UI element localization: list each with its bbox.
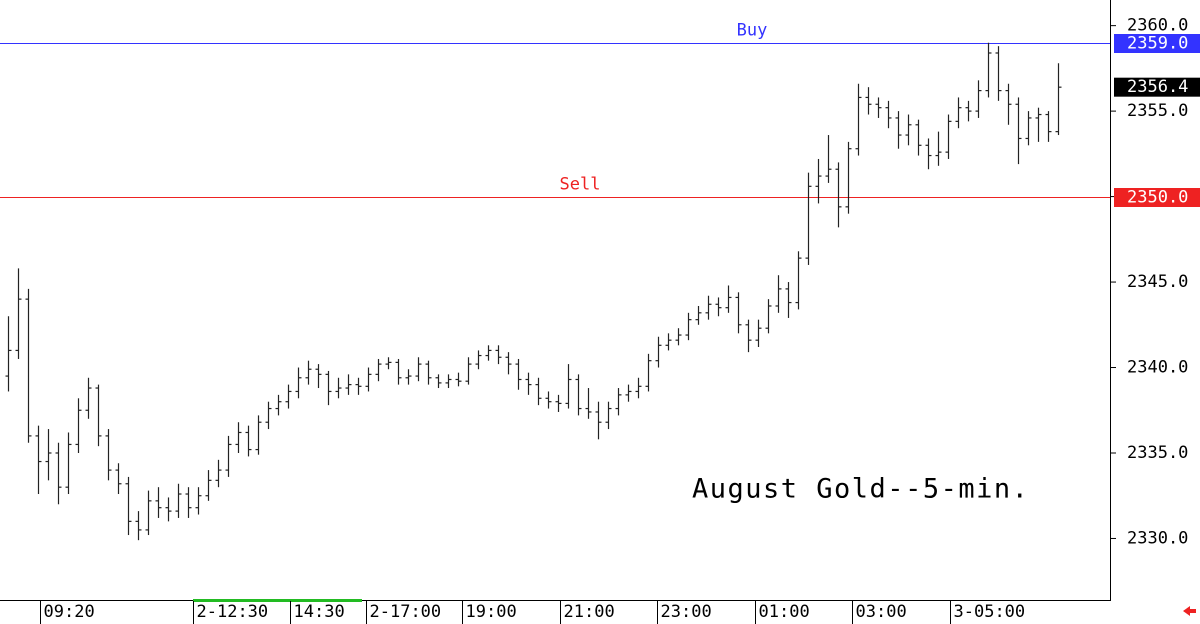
reference-line-name: Sell xyxy=(560,175,601,195)
x-tick-label: 14:30 xyxy=(294,602,345,622)
reference-price-box xyxy=(1114,34,1200,53)
reference-price-label: 2350.0 xyxy=(1127,188,1188,208)
scroll-arrow[interactable] xyxy=(1183,606,1196,616)
session-highlight xyxy=(193,599,362,602)
x-tick-label: 3-05:00 xyxy=(954,602,1026,622)
reference-line-name: Buy xyxy=(737,21,768,41)
chart-annotation: August Gold--5-min. xyxy=(692,474,1029,505)
x-tick-label: 2-12:30 xyxy=(197,602,269,622)
y-tick-label: 2360.0 xyxy=(1127,16,1188,36)
x-tick-label: 09:20 xyxy=(44,602,95,622)
y-tick-label: 2330.0 xyxy=(1127,528,1188,548)
y-tick-label: 2340.0 xyxy=(1127,358,1188,378)
last-price-box xyxy=(1114,77,1200,97)
reference-price-label: 2359.0 xyxy=(1127,34,1188,54)
y-tick-label: 2345.0 xyxy=(1127,272,1188,292)
reference-price-box xyxy=(1114,188,1200,207)
x-tick-label: 19:00 xyxy=(466,602,517,622)
y-tick-label: 2355.0 xyxy=(1127,101,1188,121)
y-tick-label: 2335.0 xyxy=(1127,443,1188,463)
x-tick-label: 01:00 xyxy=(759,602,810,622)
x-tick-label: 23:00 xyxy=(661,602,712,622)
x-tick-label: 21:00 xyxy=(564,602,615,622)
x-tick-label: 03:00 xyxy=(856,602,907,622)
last-price-label: 2356.4 xyxy=(1127,77,1188,97)
x-tick-label: 2-17:00 xyxy=(370,602,442,622)
